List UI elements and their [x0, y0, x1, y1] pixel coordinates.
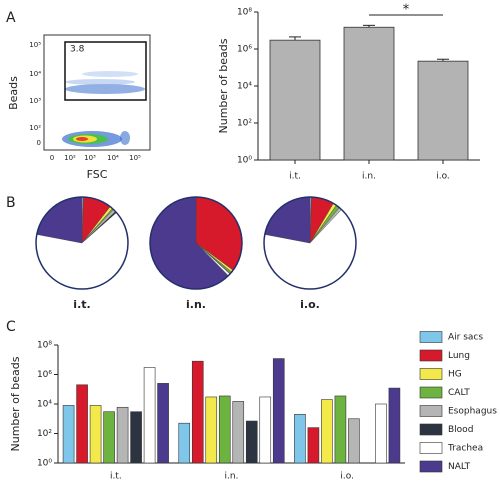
bar	[343, 26, 395, 161]
pie-outline	[263, 196, 357, 290]
pie-title: i.t.	[73, 298, 90, 311]
bar	[334, 395, 347, 464]
density	[65, 79, 135, 85]
x-tick-label: i.n.	[362, 172, 376, 182]
density	[65, 84, 145, 94]
bar	[269, 39, 321, 161]
x-tick-label: i.o.	[436, 172, 450, 182]
y-tick-label: 10⁵	[29, 41, 41, 49]
y-tick-label: 10⁶	[37, 370, 52, 380]
gate	[64, 41, 147, 101]
x-tick-label: i.t.	[289, 172, 301, 182]
significance-label: *	[403, 3, 410, 18]
bar	[62, 405, 75, 464]
legend-swatch	[419, 442, 443, 454]
legend-label: NALT	[448, 462, 471, 472]
legend-label: Esophagus	[448, 407, 497, 417]
x-tick-label: i.n.	[225, 472, 239, 482]
legend-swatch	[419, 460, 443, 473]
x-tick-label: 10²	[64, 154, 76, 162]
pie-outline	[35, 196, 129, 290]
density	[120, 131, 130, 145]
x-tick-label: 0	[50, 154, 54, 162]
bar	[321, 399, 333, 464]
bar	[76, 384, 88, 464]
legend-swatch	[419, 331, 443, 343]
x-axis-label: FSC	[87, 168, 108, 181]
legend-swatch	[419, 349, 443, 362]
y-tick-label: 10²	[237, 119, 252, 129]
y-tick-label: 10⁶	[237, 45, 252, 55]
y-axis-label: Number of beads	[217, 38, 230, 133]
bar	[143, 367, 156, 464]
y-tick-label: 10²	[37, 429, 52, 439]
bar	[294, 414, 306, 464]
legend-swatch	[419, 405, 443, 417]
x-tick-label: 10³	[84, 154, 96, 162]
flow-plot: 3.8 FSC Beads	[7, 34, 151, 181]
bar	[259, 396, 272, 464]
x-tick-label: i.o.	[340, 472, 354, 482]
bar	[272, 358, 285, 464]
legend-label: Blood	[448, 425, 473, 435]
legend-label: Trachea	[447, 444, 483, 454]
bar	[205, 396, 218, 464]
y-tick-label: 10⁸	[237, 8, 252, 18]
legend-swatch	[419, 423, 443, 436]
bar	[89, 405, 102, 464]
x-tick-label: 10⁴	[107, 154, 119, 162]
bar	[103, 411, 115, 464]
bar	[388, 387, 401, 464]
panel-label: B	[6, 195, 16, 211]
bar	[130, 411, 142, 464]
bar	[348, 418, 360, 464]
legend-label: Air sacs	[448, 333, 483, 343]
x-tick-label: i.t.	[110, 472, 122, 482]
legend-label: CALT	[448, 388, 470, 398]
x-tick-label: 10⁵	[129, 154, 141, 162]
bar	[191, 360, 204, 464]
pie-title: i.n.	[186, 298, 206, 311]
legend-swatch	[419, 368, 443, 380]
bar	[232, 401, 245, 464]
bar	[116, 406, 129, 464]
y-tick-label: 10⁰	[237, 156, 252, 166]
bar	[218, 395, 231, 464]
y-axis-label: Beads	[7, 76, 20, 110]
y-tick-label: 10⁴	[237, 82, 252, 92]
bar	[417, 60, 469, 161]
y-tick-label: 10⁰	[37, 459, 52, 469]
y-tick-label: 10⁴	[29, 70, 41, 78]
legend-label: HG	[448, 370, 462, 380]
y-tick-label: 10²	[29, 124, 41, 132]
density	[76, 137, 88, 141]
pie-outline	[149, 196, 243, 290]
legend-swatch	[419, 386, 443, 399]
bar	[178, 422, 191, 464]
y-tick-label: 10⁸	[37, 341, 52, 351]
legend-label: Lung	[448, 351, 470, 361]
bar	[307, 427, 320, 464]
bar	[245, 420, 258, 464]
density	[82, 71, 138, 77]
panel-label: C	[6, 319, 16, 335]
y-tick-label: 10³	[29, 97, 41, 105]
pie-title: i.o.	[300, 298, 320, 311]
bar	[157, 383, 169, 464]
y-tick-label: 10⁴	[37, 400, 52, 410]
gate-label: 3.8	[70, 45, 85, 55]
bar	[375, 403, 387, 464]
y-axis-label: Number of beads	[9, 356, 22, 451]
y-tick-label: 0	[37, 139, 41, 147]
panel-label: A	[6, 10, 16, 26]
